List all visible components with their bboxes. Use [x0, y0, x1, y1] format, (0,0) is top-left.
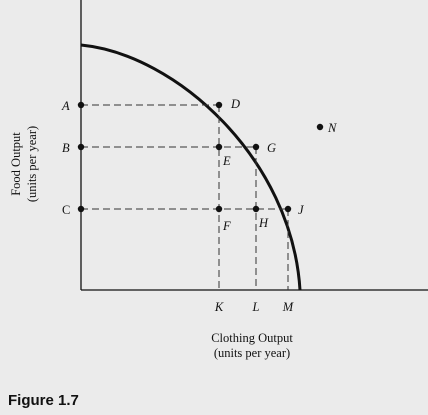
tick-label-l: L [252, 300, 260, 314]
x-axis-title: Clothing Output [211, 331, 293, 345]
point-label-g: G [267, 141, 276, 155]
point-h [252, 205, 260, 213]
x-axis-unit: (units per year) [214, 346, 290, 360]
point-c [77, 205, 85, 213]
point-j [284, 205, 292, 213]
ppf-curve [80, 43, 302, 291]
point-label-e: E [222, 154, 231, 168]
point-label-h: H [258, 216, 269, 230]
point-f [215, 205, 223, 213]
point-g [252, 143, 260, 151]
tick-label-c: C [62, 203, 70, 217]
point-label-f: F [222, 219, 231, 233]
point-e [215, 143, 223, 151]
y-axis-unit: (units per year) [25, 126, 39, 202]
point-n [316, 123, 324, 131]
point-d [215, 101, 223, 109]
point-label-n: N [327, 121, 337, 135]
tick-label-k: K [214, 300, 224, 314]
point-b [77, 143, 85, 151]
figure-caption: Figure 1.7 [8, 392, 79, 409]
tick-label-a: A [61, 99, 70, 113]
point-label-d: D [230, 97, 240, 111]
point-a [77, 101, 85, 109]
tick-label-b: B [62, 141, 70, 155]
tick-label-m: M [282, 300, 294, 314]
y-axis-title: Food Output [9, 132, 23, 196]
point-label-j: J [298, 203, 305, 217]
